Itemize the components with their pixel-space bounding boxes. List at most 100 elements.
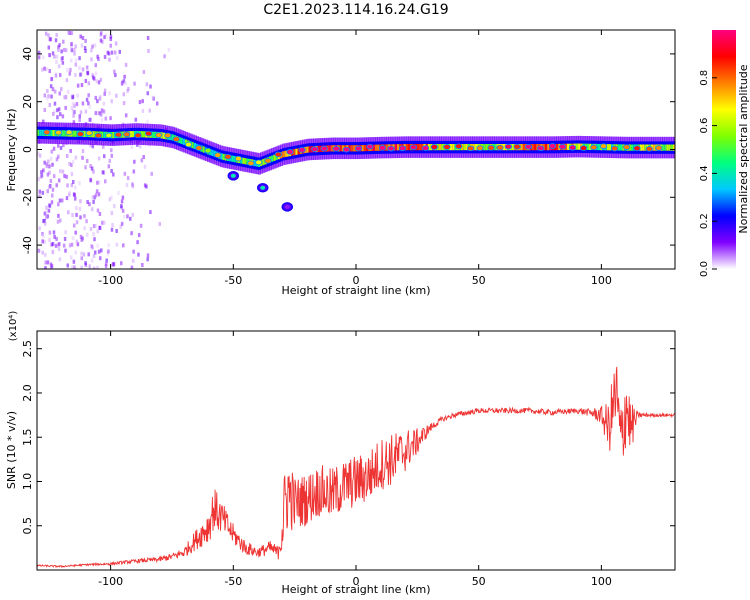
spectrogram-ridge-core: [502, 144, 507, 151]
spectrogram-noise-cell: [107, 249, 110, 254]
spectrogram-noise-cell: [73, 110, 76, 115]
spectrogram-ridge-core: [202, 146, 206, 153]
spectrogram-ridge-core: [131, 131, 136, 138]
spectrogram-noise-cell: [102, 109, 106, 114]
spectrogram-noise-cell: [148, 108, 151, 113]
spectrogram-noise-cell: [72, 120, 76, 125]
spectrogram-noise-cell: [83, 214, 86, 219]
spectrogram-noise-cell: [84, 48, 87, 53]
spectrogram-ridge-core: [631, 144, 635, 151]
spectrogram-ridge-core: [326, 145, 330, 152]
spectrogram-y-tick-label: -40: [21, 236, 34, 254]
spectrogram-noise-cell: [57, 154, 60, 159]
spectrogram-noise-cell: [92, 75, 95, 80]
spectrogram-noise-cell: [87, 101, 90, 106]
spectrogram-ridge-core: [544, 144, 549, 151]
spectrogram-noise-cell: [78, 65, 81, 70]
spectrogram-ridge-core: [63, 130, 67, 137]
spectrogram-ridge-core: [547, 144, 551, 151]
spectrogram-noise-cell: [104, 116, 108, 121]
spectrogram-noise-cell: [45, 164, 49, 169]
spectrogram-ridge-peak: [366, 143, 374, 150]
spectrogram-noise-cell: [38, 153, 42, 158]
spectrogram-noise-cell: [79, 34, 82, 39]
spectrogram-noise-cell: [57, 107, 61, 112]
spectrogram-noise-cell: [130, 265, 134, 269]
spectrogram-noise-cell: [41, 190, 45, 195]
spectrogram-noise-cell: [79, 215, 82, 220]
spectrogram-ridge-core: [639, 144, 644, 151]
spectrogram-noise-cell: [78, 118, 81, 123]
spectrogram-noise-cell: [114, 73, 117, 78]
spectrogram-noise-cell: [71, 159, 75, 164]
spectrogram-noise-cell: [47, 33, 50, 38]
spectrogram-noise-cell: [92, 169, 95, 174]
spectrogram-noise-cell: [95, 267, 98, 269]
spectrogram-noise-cell: [68, 190, 71, 195]
spectrogram-noise-cell: [151, 95, 155, 100]
spectrogram-noise-cell: [91, 195, 95, 200]
spectrogram-ridge-core: [193, 142, 197, 150]
spectrogram-ridge-core: [143, 131, 147, 138]
spectrogram-ridge-peak: [387, 145, 395, 152]
spectrogram-ridge-core: [427, 144, 431, 151]
colorbar-tick-label: 0.8: [699, 70, 710, 86]
spectrogram-noise-cell: [94, 95, 98, 100]
spectrogram-noise-cell: [132, 169, 136, 174]
spectrogram-noise-cell: [127, 86, 130, 91]
spectrogram-noise-cell: [50, 200, 54, 205]
spectrogram-noise-cell: [124, 81, 127, 86]
spectrogram-noise-cell: [67, 30, 70, 35]
spectrogram-noise-cell: [42, 234, 45, 239]
spectrogram-noise-cell: [70, 58, 73, 63]
spectrogram-noise-cell: [141, 262, 144, 267]
spectrogram-noise-cell: [74, 250, 77, 255]
spectrogram-noise-cell: [43, 93, 47, 98]
spectrogram-noise-cell: [104, 262, 108, 267]
spectrogram-spot-core: [230, 173, 236, 178]
spectrogram-noise-cell: [71, 180, 75, 185]
spectrogram-noise-cell: [126, 214, 129, 219]
spectrogram-noise-cell: [147, 48, 150, 53]
spectrogram-noise-cell: [122, 214, 126, 219]
snr-y-axis-label: SNR (10 * v/v): [5, 411, 18, 489]
spectrogram-noise-cell: [70, 31, 73, 36]
spectrogram-noise-cell: [76, 83, 80, 88]
spectrogram-ridge-core: [306, 146, 310, 153]
spectrogram-ridge-peak: [645, 146, 653, 152]
spectrogram-y-tick-label: 40: [21, 47, 34, 61]
spectrogram-noise-cell: [74, 155, 78, 160]
spectrogram-noise-cell: [155, 101, 159, 106]
spectrogram-noise-cell: [99, 256, 102, 261]
spectrogram-noise-cell: [62, 47, 66, 52]
spectrogram-noise-cell: [71, 101, 75, 106]
spectrogram-noise-cell: [96, 111, 99, 116]
spectrogram-noise-cell: [37, 55, 41, 60]
spectrogram-ridge-peak: [455, 143, 463, 150]
spectrogram-noise-cell: [57, 45, 60, 50]
spectrogram-ridge-peak: [354, 145, 363, 152]
spectrogram-noise-cell: [103, 154, 106, 159]
spectrogram-noise-cell: [44, 260, 48, 265]
spectrogram-ridge-peak: [123, 131, 131, 138]
spectrogram-noise-cell: [75, 212, 78, 217]
spectrogram-noise-cell: [59, 145, 63, 150]
spectrogram-noise-cell: [54, 73, 58, 78]
spectrogram-ridge-core: [578, 143, 582, 150]
spectrogram-ridge-core: [670, 144, 674, 151]
colorbar: 0.0 0.2 0.4 0.6 0.8 Normalized spectral ampl…: [699, 30, 750, 277]
spectrogram-noise-cell: [79, 234, 83, 239]
spectrogram-noise-cell: [111, 223, 114, 228]
spectrogram-ridge-core: [191, 142, 195, 149]
spectrogram-noise-cell: [45, 67, 48, 72]
spectrogram-ridge-peak: [274, 151, 282, 158]
snr-marks: [37, 366, 675, 569]
spectrogram-ridge-core: [586, 143, 591, 150]
spectrogram-noise-cell: [44, 266, 47, 269]
colorbar-ticks: 0.0 0.2 0.4 0.6 0.8: [699, 70, 717, 277]
spectrogram-noise-cell: [49, 156, 53, 161]
spectrogram-ridge-core: [112, 131, 116, 139]
spectrogram-noise-cell: [46, 214, 49, 219]
spectrogram-noise-cell: [43, 211, 47, 216]
